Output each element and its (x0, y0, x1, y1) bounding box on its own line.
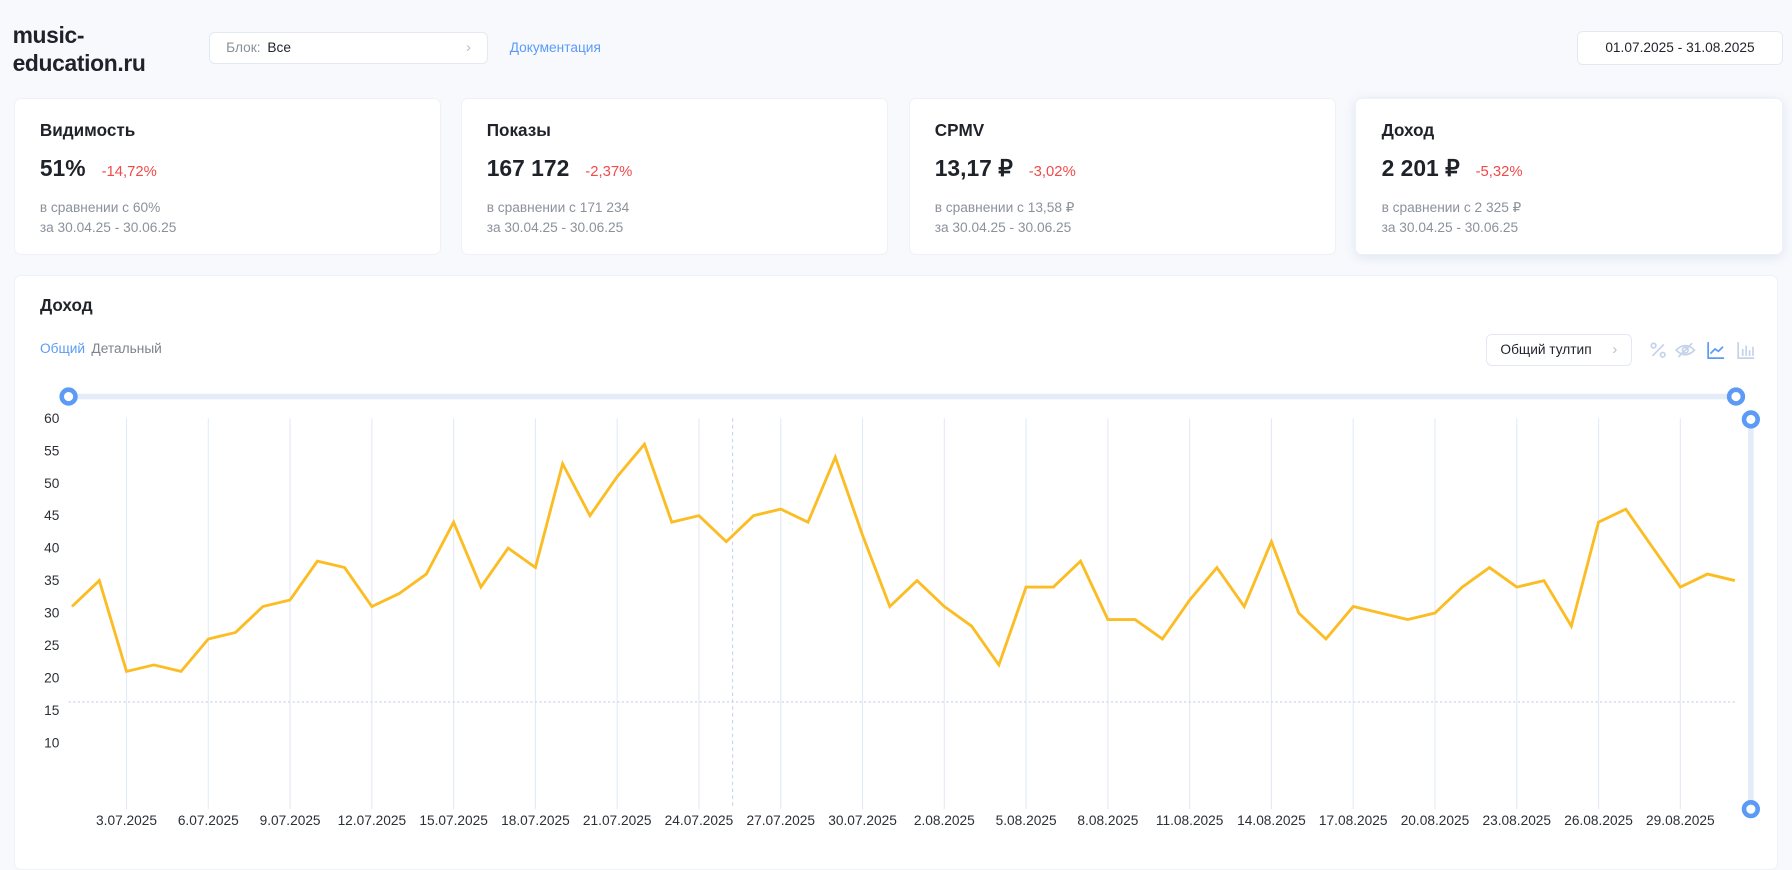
y-tick-label: 10 (44, 735, 60, 750)
x-tick-label: 30.07.2025 (828, 813, 897, 828)
x-tick-label: 9.07.2025 (260, 813, 321, 828)
x-tick-label: 2.08.2025 (914, 813, 975, 828)
x-tick-label: 5.08.2025 (996, 813, 1057, 828)
x-tick-label: 24.07.2025 (665, 813, 734, 828)
x-tick-label: 27.07.2025 (746, 813, 815, 828)
x-tick-label: 26.08.2025 (1564, 813, 1633, 828)
x-tick-label: 18.07.2025 (501, 813, 570, 828)
y-tick-label: 30 (44, 606, 60, 621)
y-tick-label: 20 (44, 671, 60, 686)
x-tick-label: 20.08.2025 (1401, 813, 1470, 828)
y-tick-label: 60 (44, 411, 60, 426)
x-tick-label: 3.07.2025 (96, 813, 157, 828)
revenue-series-line (72, 444, 1735, 671)
y-range-slider-top-handle[interactable] (1744, 413, 1758, 427)
y-tick-label: 15 (44, 703, 60, 718)
y-tick-label: 40 (44, 541, 60, 556)
x-tick-label: 15.07.2025 (419, 813, 488, 828)
x-tick-label: 21.07.2025 (583, 813, 652, 828)
x-tick-label: 6.07.2025 (178, 813, 239, 828)
y-tick-label: 25 (44, 638, 60, 653)
y-tick-label: 55 (44, 443, 60, 458)
y-range-slider-bottom-handle[interactable] (1744, 802, 1758, 816)
y-tick-label: 45 (44, 508, 60, 523)
revenue-line-chart: 10 15 20 25 30 35 40 45 50 55 60 3.07.2025 6.07.2025… (0, 0, 1792, 843)
y-tick-label: 50 (44, 476, 60, 491)
x-tick-label: 14.08.2025 (1237, 813, 1306, 828)
x-range-slider-start-handle[interactable] (62, 390, 76, 404)
x-tick-label: 17.08.2025 (1319, 813, 1388, 828)
x-tick-label: 11.08.2025 (1156, 813, 1224, 828)
x-tick-label: 29.08.2025 (1646, 813, 1715, 828)
x-tick-label: 8.08.2025 (1077, 813, 1138, 828)
y-tick-label: 35 (44, 573, 60, 588)
x-range-slider-end-handle[interactable] (1729, 390, 1743, 404)
x-tick-label: 23.08.2025 (1482, 813, 1551, 828)
x-tick-label: 12.07.2025 (338, 813, 407, 828)
